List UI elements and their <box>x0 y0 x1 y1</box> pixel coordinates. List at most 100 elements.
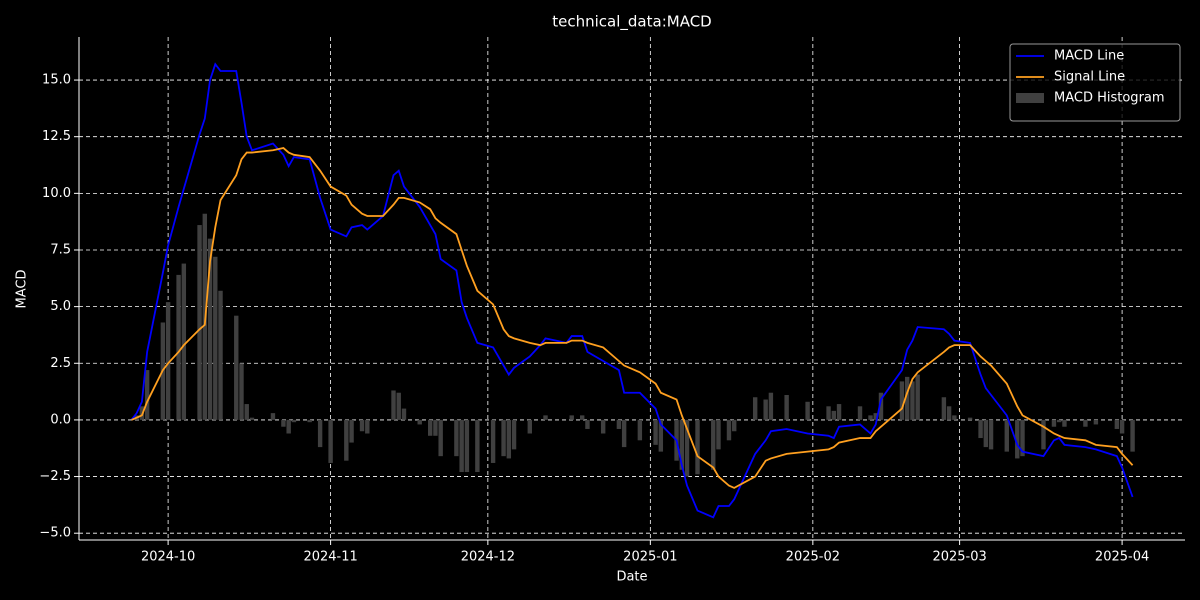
x-tick-label: 2024-11 <box>303 550 357 565</box>
histogram-bar <box>831 410 837 420</box>
histogram-bar <box>600 419 606 434</box>
histogram-bar <box>836 404 842 420</box>
histogram-bar <box>281 419 286 427</box>
histogram-bar <box>967 417 973 420</box>
histogram-bar <box>910 381 915 420</box>
y-tick-label: 15.0 <box>42 73 71 88</box>
legend: MACD Line Signal Line MACD Histogram <box>1009 43 1181 122</box>
histogram-bar <box>249 417 255 420</box>
histogram-bar <box>585 419 590 429</box>
x-tick-label: 2025-02 <box>786 550 840 565</box>
histogram-bar <box>454 419 459 457</box>
histogram-bar <box>359 419 365 432</box>
histogram-bar <box>868 415 873 420</box>
chart-title: technical_data:MACD <box>552 13 711 32</box>
histogram-bar <box>401 408 407 420</box>
histogram-bar <box>684 419 690 477</box>
x-tick-label: 2025-04 <box>1095 550 1149 565</box>
histogram-bar <box>328 419 333 463</box>
histogram-bar <box>490 419 496 463</box>
y-tick-label: 12.5 <box>42 129 71 144</box>
histogram-bar <box>511 419 517 450</box>
histogram-bar <box>1051 419 1057 427</box>
histogram-bar <box>978 419 983 439</box>
histogram-bar <box>726 419 732 441</box>
histogram-bar <box>1130 419 1135 452</box>
histogram-bar <box>952 415 957 420</box>
x-axis-label: Date <box>616 570 647 585</box>
histogram-bar <box>716 419 721 450</box>
histogram-bar <box>653 419 658 445</box>
histogram-bar <box>181 263 187 420</box>
histogram-bar <box>433 419 438 436</box>
histogram-bar <box>144 370 150 420</box>
histogram-bar <box>873 413 878 420</box>
histogram-bar <box>1114 419 1120 429</box>
histogram-bar <box>165 302 171 420</box>
series-line <box>130 62 1134 519</box>
x-tick-label: 2024-10 <box>141 550 195 565</box>
y-tick-label: −5.0 <box>39 526 71 541</box>
histogram-bar <box>286 419 291 434</box>
histogram-bar <box>1093 419 1099 425</box>
x-tick-label: 2025-01 <box>623 550 677 565</box>
histogram-bar <box>1056 419 1062 423</box>
histogram-bar <box>621 419 627 448</box>
histogram-bar <box>658 419 664 452</box>
histogram-bar <box>569 415 574 420</box>
histogram-bar <box>711 419 716 470</box>
histogram-bar <box>317 419 323 448</box>
histogram-bar <box>464 419 470 473</box>
y-tick-label: −2.5 <box>39 469 71 484</box>
histogram-bar <box>427 419 433 436</box>
x-tick-label: 2025-03 <box>932 550 986 565</box>
legend-label: MACD Histogram <box>1054 91 1165 106</box>
y-tick-label: 10.0 <box>42 186 71 201</box>
histogram-bar <box>244 404 249 420</box>
histogram-bar <box>915 374 920 420</box>
histogram-bar <box>459 419 464 473</box>
histogram-bar <box>438 419 443 457</box>
histogram-bar <box>218 290 223 420</box>
histogram-bar <box>679 419 684 470</box>
histogram-bar <box>941 397 947 420</box>
histogram-bar <box>805 401 810 420</box>
histogram-bar <box>270 413 276 420</box>
histogram-bar <box>983 419 989 448</box>
legend-box <box>1009 43 1181 122</box>
y-tick-label: 5.0 <box>50 299 71 314</box>
histogram-bar <box>826 406 831 420</box>
histogram-bar <box>637 419 643 441</box>
histogram-bar <box>213 256 218 420</box>
histogram-bar <box>527 419 532 434</box>
histogram-bar <box>344 419 349 461</box>
histogram-bar <box>349 419 354 443</box>
y-tick-label: 0.0 <box>50 412 71 427</box>
histogram-bar <box>417 419 422 425</box>
histogram-bar <box>291 419 297 423</box>
histogram-bar <box>1041 419 1046 450</box>
histogram-bar <box>1020 419 1025 457</box>
histogram-bar <box>391 390 396 420</box>
histogram-bar <box>506 419 512 459</box>
histogram-bar <box>239 363 244 420</box>
histogram-bar <box>365 419 370 434</box>
histogram-bar <box>1004 419 1009 452</box>
histogram-bar <box>768 392 774 420</box>
y-axis-label: MACD <box>15 270 30 309</box>
histogram-bar <box>1083 419 1088 427</box>
histogram-bar <box>197 225 202 420</box>
y-tick-label: 2.5 <box>50 356 71 371</box>
histogram-bar <box>946 406 952 420</box>
histogram-bar <box>207 238 213 420</box>
histogram-bar <box>904 376 910 420</box>
histogram-bar <box>543 415 548 420</box>
histogram-bar <box>307 419 312 423</box>
histogram-bar <box>732 419 737 432</box>
histogram-bar <box>988 419 994 450</box>
histogram-bar <box>1015 419 1020 459</box>
histogram-bar <box>784 394 789 420</box>
series-line <box>131 147 1134 489</box>
legend-swatch <box>1016 93 1044 103</box>
